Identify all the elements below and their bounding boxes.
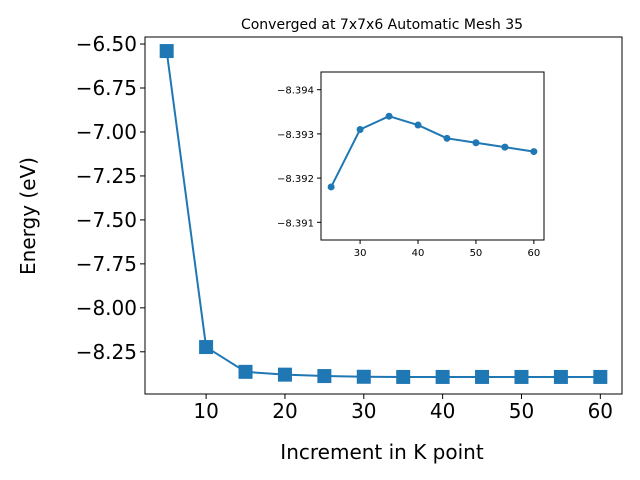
- y-axis-title: Energy (eV): [16, 157, 40, 275]
- inset-chart: 30 40 50 60 −8.394 −8.393 −8.392 −8.391: [277, 71, 545, 259]
- main-x-tick-label: 60: [588, 399, 613, 423]
- inset-series: [327, 112, 538, 191]
- main-data-point: [277, 367, 292, 382]
- inset-data-point: [501, 143, 509, 151]
- main-data-point: [514, 369, 529, 384]
- inset-y-tick-label: −8.391: [277, 218, 314, 229]
- main-y-tick-label: −6.75: [76, 76, 137, 100]
- inset-x-tick-label: 40: [412, 248, 425, 259]
- inset-plot-frame: [320, 71, 545, 241]
- inset-data-point: [385, 112, 393, 120]
- main-data-point: [238, 364, 253, 379]
- inset-x-axis-ticks: 30 40 50 60: [354, 240, 540, 259]
- inset-y-axis-ticks: −8.394 −8.393 −8.392 −8.391: [277, 86, 321, 229]
- main-data-point: [396, 369, 411, 384]
- inset-series-line: [330, 115, 535, 188]
- inset-x-tick-label: 50: [470, 248, 483, 259]
- main-y-axis-ticks: −6.50 −6.75 −7.00 −7.25 −7.50 −7.75 −8.00 −8.25: [76, 32, 145, 364]
- main-data-point: [199, 340, 214, 355]
- inset-y-tick-label: −8.393: [277, 130, 314, 141]
- main-y-tick-label: −7.00: [76, 120, 137, 144]
- inset-x-tick-label: 60: [527, 248, 540, 259]
- inset-data-point: [414, 121, 422, 129]
- inset-data-point: [356, 125, 364, 133]
- inset-data-point: [327, 183, 335, 191]
- inset-data-point: [443, 134, 451, 142]
- x-axis-title: Increment in K point: [280, 440, 484, 464]
- main-x-tick-label: 20: [272, 399, 297, 423]
- inset-background: [321, 72, 544, 240]
- inset-data-point: [530, 148, 538, 156]
- main-x-tick-label: 10: [193, 399, 218, 423]
- main-x-tick-label: 50: [509, 399, 534, 423]
- inset-x-tick-label: 30: [354, 248, 367, 259]
- inset-y-tick-label: −8.392: [277, 174, 314, 185]
- chart-title: Converged at 7x7x6 Automatic Mesh 35: [241, 17, 523, 33]
- main-x-axis-ticks: 10 20 30 40 50 60: [193, 394, 613, 423]
- main-x-tick-label: 30: [351, 399, 376, 423]
- main-y-tick-label: −7.25: [76, 164, 137, 188]
- main-y-tick-label: −6.50: [76, 32, 137, 56]
- main-x-tick-label: 40: [430, 399, 455, 423]
- main-data-point: [553, 369, 568, 384]
- main-data-point: [593, 369, 608, 384]
- main-data-point: [356, 369, 371, 384]
- main-series: [159, 44, 608, 384]
- main-y-tick-label: −7.75: [76, 252, 137, 276]
- main-chart: Converged at 7x7x6 Automatic Mesh 35 10 2…: [16, 17, 623, 464]
- main-y-tick-label: −7.50: [76, 208, 137, 232]
- main-data-point: [317, 369, 332, 384]
- main-y-tick-label: −8.00: [76, 296, 137, 320]
- inset-y-tick-label: −8.394: [277, 86, 314, 97]
- inset-data-point: [472, 139, 480, 147]
- main-data-point: [159, 44, 174, 59]
- main-data-point: [435, 369, 450, 384]
- main-y-tick-label: −8.25: [76, 340, 137, 364]
- main-data-point: [475, 369, 490, 384]
- main-plot-frame: [144, 36, 623, 395]
